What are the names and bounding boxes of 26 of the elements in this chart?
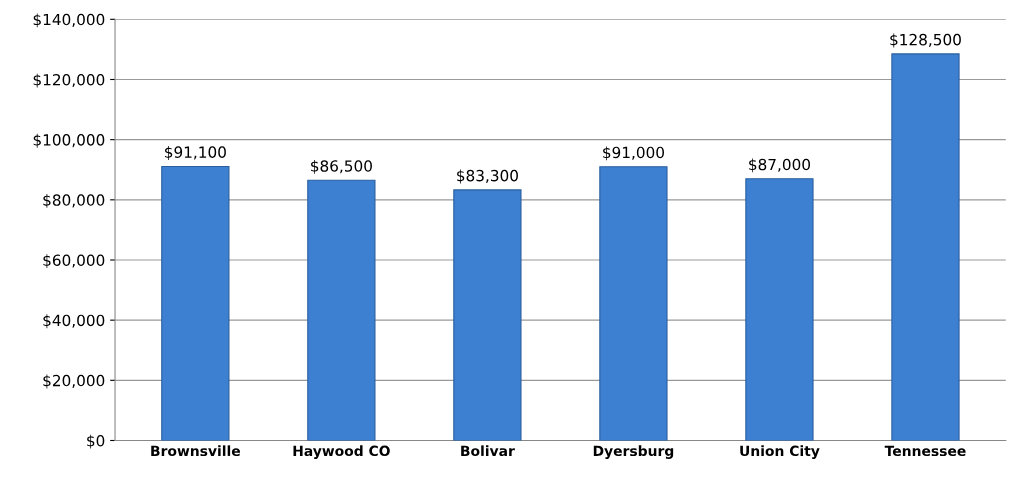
x-tick-label: Brownsville bbox=[151, 445, 241, 457]
bar bbox=[599, 166, 668, 441]
bar bbox=[891, 53, 960, 441]
x-tick-label: Bolivar bbox=[461, 445, 515, 457]
data-label: $87,000 bbox=[749, 158, 811, 173]
data-label: $83,300 bbox=[457, 169, 518, 184]
data-label: $128,500 bbox=[890, 33, 961, 48]
y-tick-label: $120,000 bbox=[33, 73, 105, 88]
x-tick-label: Dyersburg bbox=[593, 445, 674, 459]
data-label: $86,500 bbox=[311, 159, 372, 174]
bar bbox=[307, 179, 376, 441]
y-tick-label: $80,000 bbox=[43, 194, 105, 208]
bar bbox=[161, 165, 230, 441]
y-tick-label: $60,000 bbox=[43, 254, 105, 269]
y-tick-label: $140,000 bbox=[33, 13, 105, 28]
y-tick-label: $20,000 bbox=[43, 374, 105, 389]
y-tick-label: $0 bbox=[87, 434, 105, 449]
bar bbox=[745, 178, 814, 441]
data-label: $91,100 bbox=[165, 146, 226, 160]
y-tick-label: $40,000 bbox=[43, 314, 105, 329]
y-tick-label: $100,000 bbox=[33, 133, 105, 148]
x-tick-label: Tennessee bbox=[884, 445, 966, 457]
bar bbox=[453, 189, 522, 441]
x-tick-label: Haywood CO bbox=[293, 445, 390, 459]
data-label: $91,000 bbox=[603, 146, 664, 161]
x-tick-label: Union City bbox=[740, 445, 820, 459]
